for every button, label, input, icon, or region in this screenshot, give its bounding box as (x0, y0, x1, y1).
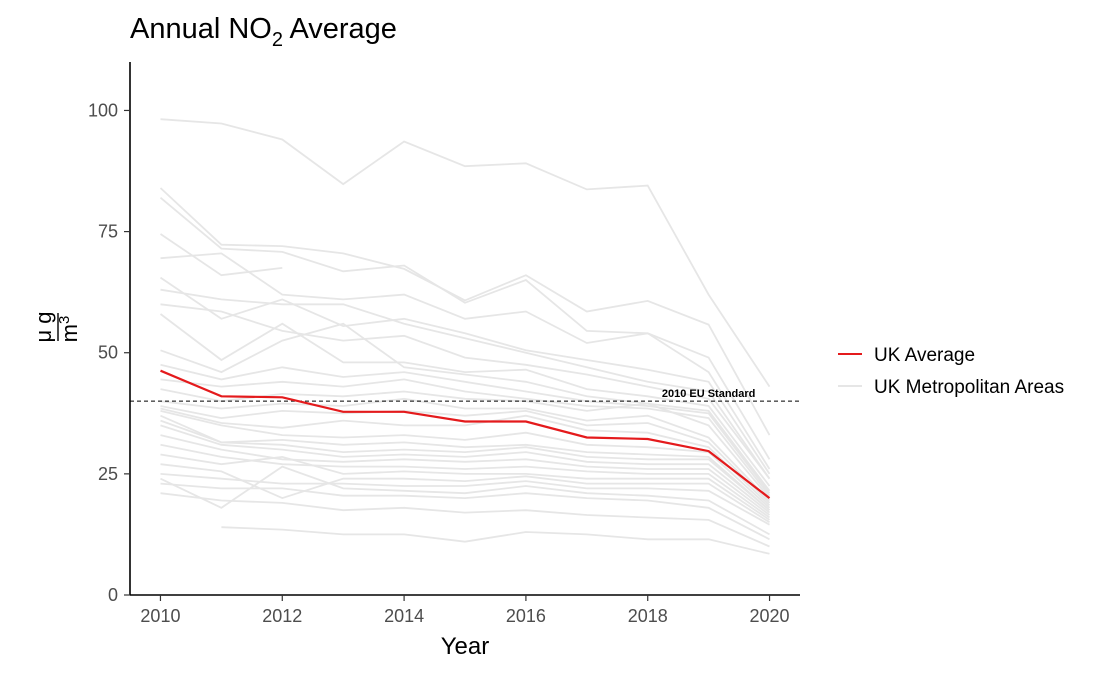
uk-average-line (160, 369, 771, 499)
metro-area-line (160, 482, 770, 541)
metro-area-line (160, 303, 771, 480)
legend-label-uk-average: UK Average (874, 345, 975, 366)
metro-area-line (160, 363, 771, 494)
x-tick-label: 2020 (750, 606, 790, 626)
x-tick-label: 2018 (628, 606, 668, 626)
metro-area-line (221, 526, 770, 555)
metro-area-line (160, 424, 771, 514)
y-axis-title-denominator: m3 (56, 316, 82, 343)
metro-area-line (160, 118, 771, 388)
y-tick-label: 25 (98, 464, 118, 484)
metro-area-line (159, 233, 283, 277)
metro-area-line (160, 322, 771, 492)
y-tick-label: 75 (98, 222, 118, 242)
metro-area-line (160, 492, 770, 548)
metro-area-line (160, 407, 771, 507)
metro-area-line (160, 453, 771, 521)
y-tick-label: 100 (88, 100, 118, 120)
y-axis-title-superscript: 3 (56, 316, 73, 324)
legend: UK Average UK Metropolitan Areas (838, 345, 1064, 398)
reference-line-group: 2010 EU Standard (130, 388, 800, 402)
y-tick-label: 50 (98, 343, 118, 363)
metro-area-line (160, 397, 771, 502)
y-axis-ticks: 0 25 50 75 100 (88, 100, 130, 605)
metro-area-line (160, 252, 771, 470)
metro-area-line (159, 313, 771, 487)
metro-area-line (160, 443, 771, 519)
x-tick-label: 2014 (384, 606, 424, 626)
x-tick-label: 2012 (262, 606, 302, 626)
chart-title: Annual NO2 Average (130, 13, 397, 51)
metro-area-line (160, 288, 771, 480)
metro-area-line (160, 419, 771, 511)
uk-average-series (160, 369, 771, 499)
chart-title-main: Annual NO (130, 13, 272, 45)
metro-area-line (159, 187, 771, 436)
chart-title-subscript: 2 (272, 29, 283, 51)
metro-area-line (160, 434, 771, 516)
x-tick-label: 2016 (506, 606, 546, 626)
x-axis-ticks: 2010 2012 2014 2016 2018 2020 (140, 595, 790, 626)
y-tick-label: 0 (108, 585, 118, 605)
chart-title-rest: Average (283, 13, 397, 45)
metro-area-line (159, 276, 771, 475)
x-axis-title: Year (441, 633, 490, 660)
y-axis-title: μ g m3 (31, 311, 82, 342)
legend-label-uk-metropolitan-areas: UK Metropolitan Areas (874, 377, 1064, 398)
metro-area-line (160, 414, 771, 511)
metro-area-line (160, 405, 771, 504)
y-axis-title-denominator-unit: m (57, 324, 82, 342)
x-tick-label: 2010 (140, 606, 180, 626)
metro-area-line (160, 410, 771, 509)
metro-area-line (159, 197, 771, 460)
metro-area-line (160, 473, 770, 526)
y-axis-title-numerator: μ g (31, 311, 56, 342)
eu-standard-label: 2010 EU Standard (662, 388, 756, 400)
metro-area-line (160, 465, 770, 536)
metro-area-lines (159, 118, 771, 555)
